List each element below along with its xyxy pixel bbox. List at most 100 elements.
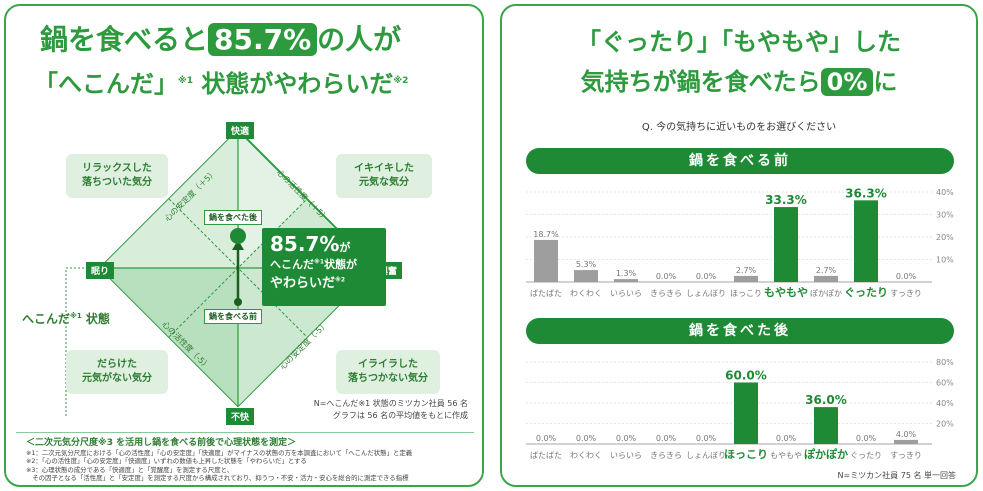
headline-percent: 85.7% — [208, 23, 318, 56]
callout-percent: 85.7% — [270, 232, 340, 256]
left-panel: 鍋を食べると 85.7% の人が 「へこんだ」※1 状態がやわらいだ※2 快適 不快… — [4, 4, 484, 487]
bar-ぽかぽか — [814, 275, 838, 282]
callout-yawaraida: やわらいだ — [270, 276, 336, 291]
category-label: すっきり — [890, 289, 922, 298]
value-label: 0.0% — [776, 434, 797, 443]
value-label: 5.3% — [576, 260, 597, 269]
headline-note2: ※2 — [393, 76, 409, 86]
left-sample-note1: N=へこんだ※1 状態のミツカン社員 56 名 — [313, 399, 468, 408]
right-headline-post: に — [873, 68, 898, 96]
value-label: 33.3% — [765, 193, 807, 207]
y-tick-label: 40% — [936, 188, 954, 197]
footer-line: ※3：心理状態の成分である「快適度」と「覚醒度」を測定する尺度と、 — [26, 465, 234, 474]
after-chart-header: 鍋を食べた後 — [526, 318, 954, 344]
category-label: わくわく — [570, 289, 602, 298]
quadrant-irritated: イライラした 落ちつかない気分 — [336, 350, 440, 394]
callout-hekonda: へこんだ — [270, 258, 314, 271]
left-headline-line1: 鍋を食べると 85.7% の人が — [40, 18, 401, 58]
callout-state: 状態が — [324, 258, 358, 271]
callout-line3: やわらいだ※2 — [270, 272, 378, 291]
category-label: ほっこり — [724, 448, 768, 461]
before-chart-header: 鍋を食べる前 — [526, 148, 954, 174]
after-bar-chart: 80% 60% 40% 20% 0.0% ばたばた 0.0% わくわく 0.0% いらいら 0.0%… — [526, 358, 954, 461]
category-label: きらきら — [650, 289, 682, 298]
result-callout: 85.7%が へこんだ※1状態が やわらいだ※2 — [262, 228, 386, 306]
category-label: すっきり — [890, 451, 922, 460]
footer-line: ※2：「心の活性度」「心の安定度」「快適度」いずれの数値も上昇した状態を「やわら… — [26, 457, 307, 466]
headline-hekonda: 「へこんだ」 — [34, 70, 178, 98]
bar-いらいら — [614, 279, 638, 282]
value-label: 4.0% — [896, 430, 917, 439]
headline-note1: ※1 — [178, 76, 194, 86]
value-label: 0.0% — [856, 434, 877, 443]
value-label: 0.0% — [696, 434, 717, 443]
after-point — [230, 228, 246, 244]
side-label-rest: 状態 — [85, 312, 110, 326]
value-label: 36.0% — [805, 393, 847, 407]
headline-text-post: の人が — [317, 23, 402, 56]
right-headline-line1: 「ぐったり」「もやもや」した — [577, 28, 901, 56]
right-headline-percent: 0% — [820, 68, 874, 96]
quadrant-lively: イキイキした 元気な気分 — [336, 154, 432, 198]
side-label-main: へこんだ — [22, 312, 71, 326]
value-label: 18.7% — [533, 230, 559, 239]
before-point-label: 鍋を食べる前 — [204, 309, 262, 324]
callout-line2: へこんだ※1状態が — [270, 256, 378, 272]
category-label: しょんぼり — [686, 289, 726, 298]
right-headline-text: 気持ちが鍋を食べたら — [580, 68, 821, 96]
side-label-note: ※1 — [70, 312, 82, 320]
right-sample-note: N=ミツカン社員 75 名 単一回答 — [837, 471, 957, 480]
category-label: いらいら — [610, 451, 642, 460]
y-tick-label: 30% — [936, 211, 954, 220]
callout-note2: ※2 — [335, 276, 346, 284]
after-point-label: 鍋を食べた後 — [204, 210, 262, 225]
value-label: 0.0% — [576, 434, 597, 443]
category-label: もやもや — [764, 286, 808, 299]
bar-もやもや — [774, 207, 798, 282]
y-tick-label: 40% — [936, 399, 954, 408]
bar-ほっこり — [734, 382, 758, 444]
value-label: 0.0% — [696, 272, 717, 281]
footer-lines: ※1：二次元気分尺度における「心の活性度」「心の安定度」「快適度」がマイナスの状… — [16, 449, 474, 482]
bar-ほっこり — [734, 275, 758, 282]
bar-わくわく — [574, 270, 598, 282]
side-hekonda-label: へこんだ※1 状態 — [22, 310, 110, 327]
right-panel: 「ぐったり」「もやもや」した 気持ちが鍋を食べたら 0% に Q. 今の気持ちに近い… — [500, 4, 978, 487]
callout-line1: 85.7%が — [270, 232, 378, 256]
value-label: 2.7% — [736, 266, 757, 275]
footer-line: ※1：二次元気分尺度における「心の活性度」「心の安定度」「快適度」がマイナスの状… — [26, 449, 413, 457]
value-label: 2.7% — [816, 266, 837, 275]
y-tick-label: 10% — [936, 256, 954, 265]
quadrant-relaxed: リラックスした 落ちついた気分 — [66, 154, 168, 198]
callout-note1: ※1 — [314, 258, 325, 266]
callout-suffix: が — [339, 241, 351, 254]
survey-question: Q. 今の気持ちに近いものをお選びください — [641, 122, 837, 133]
category-label: ばたばた — [530, 451, 562, 460]
y-tick-label: 20% — [936, 420, 954, 429]
axis-bottom-discomfort: 不快 — [226, 408, 255, 425]
category-label: ぐったり — [844, 286, 888, 299]
category-label: わくわく — [570, 451, 602, 460]
bar-ばたばた — [534, 239, 558, 282]
left-headline-line2: 「へこんだ」※1 状態がやわらいだ※2 — [34, 64, 408, 99]
quadrant-sluggish: だらけた 元気がない気分 — [66, 350, 168, 394]
footer-title: ＜二次元気分尺度※3 を活用し鍋を食べる前後で心理状態を測定＞ — [26, 438, 297, 448]
category-label: ぽかぽか — [810, 289, 842, 298]
category-label: しょんぼり — [686, 451, 726, 460]
y-tick-label: 80% — [936, 358, 954, 367]
value-label: 0.0% — [656, 434, 677, 443]
category-label: ほっこり — [730, 289, 762, 298]
category-label: きらきら — [650, 451, 682, 460]
y-tick-label: 20% — [936, 233, 954, 242]
bar-ぽかぽか — [814, 407, 838, 444]
before-bar-chart: 40% 30% 20% 10% 18.7% ばたばた 5.3% わくわく 1.3% いらいら 0.0… — [526, 186, 954, 299]
value-label: 0.0% — [896, 272, 917, 281]
category-label: ばたばた — [530, 289, 562, 298]
bar-すっきり — [894, 439, 918, 444]
category-label: ぽかぽか — [804, 447, 848, 461]
value-label: 0.0% — [616, 434, 637, 443]
value-label: 36.3% — [845, 186, 887, 200]
arrow-head — [232, 240, 244, 250]
y-tick-label: 60% — [936, 379, 954, 388]
before-point — [234, 298, 242, 306]
